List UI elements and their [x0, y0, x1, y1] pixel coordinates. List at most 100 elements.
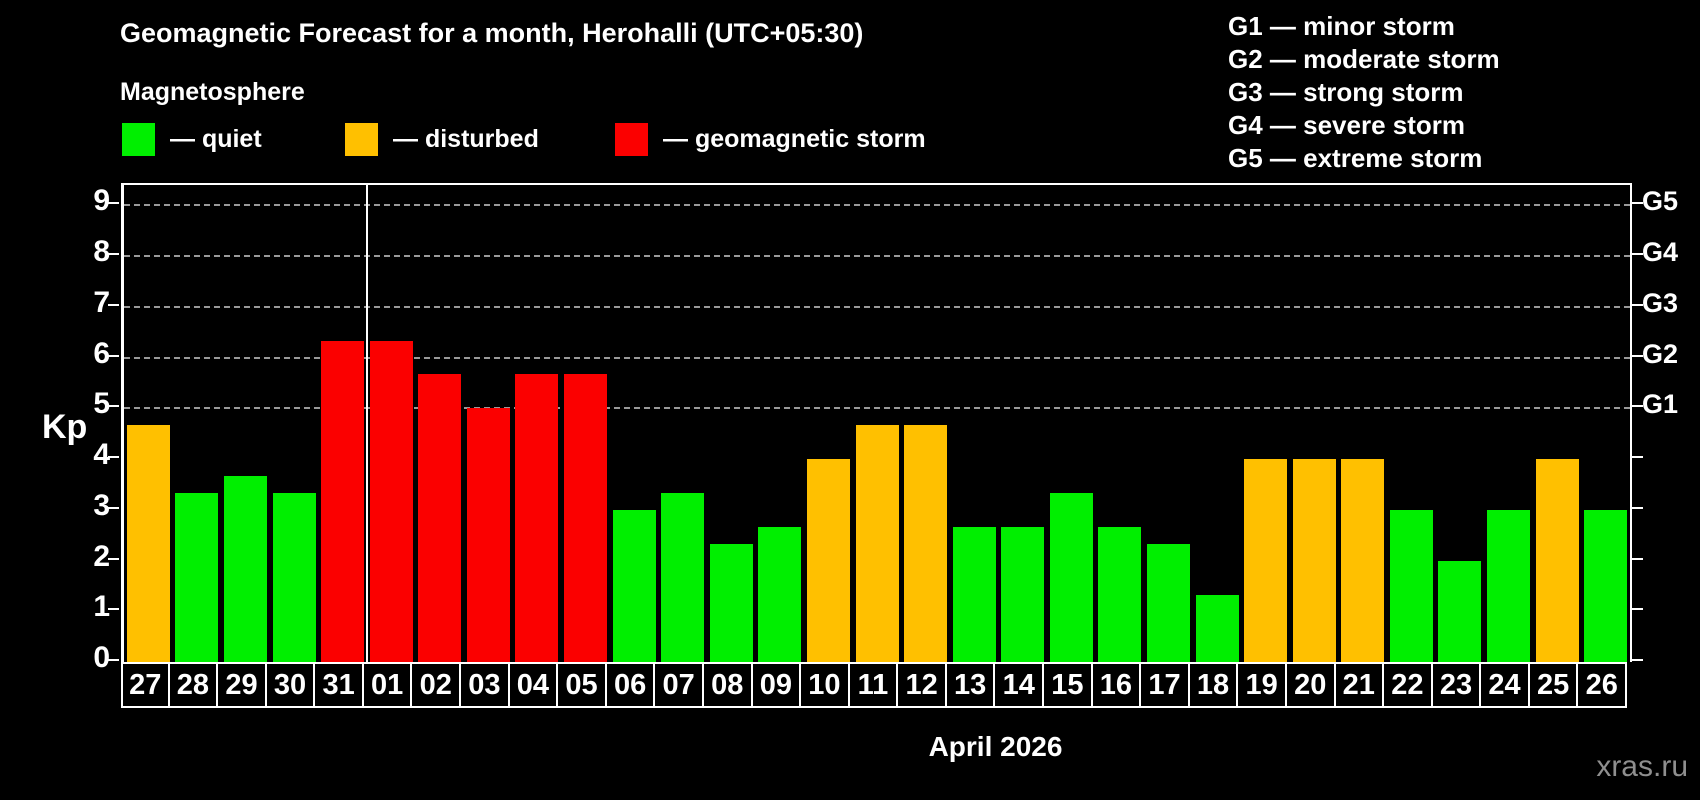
kp-bar-day-16 [1098, 526, 1142, 662]
kp-bar-day-30 [272, 493, 316, 662]
left-tick-kp2 [108, 557, 119, 560]
day-label-16: 16 [1090, 662, 1142, 708]
day-label-03: 03 [459, 662, 510, 708]
kp-bar-day-14 [1001, 526, 1045, 662]
right-axis-label-g2: G2 [1642, 338, 1679, 369]
day-label-24: 24 [1479, 662, 1530, 708]
kp-bar-day-08 [709, 543, 753, 662]
right-tick-kp4 [1632, 456, 1643, 459]
kp-bar-day-01 [369, 340, 413, 662]
quiet-legend-label: — quiet [170, 125, 262, 153]
left-tick-kp9 [108, 202, 119, 205]
y-tick-label-6: 6 [93, 336, 110, 370]
y-tick-label-5: 5 [93, 387, 110, 421]
day-label-14: 14 [993, 662, 1045, 708]
kp-bar-day-15 [1049, 493, 1093, 662]
y-axis-title: Kp [42, 408, 88, 446]
day-label-28: 28 [167, 662, 219, 708]
day-label-21: 21 [1333, 662, 1385, 708]
kp-bar-day-28 [175, 493, 219, 662]
right-tick-kp2 [1632, 557, 1643, 560]
day-label-31: 31 [313, 662, 364, 708]
day-label-05: 05 [556, 662, 607, 708]
kp-bar-day-20 [1292, 459, 1336, 662]
gridline-kp8 [124, 255, 1630, 258]
day-label-08: 08 [701, 662, 753, 708]
day-label-25: 25 [1527, 662, 1579, 708]
g-scale-legend: G1 — minor storm G2 — moderate storm G3 — … [1228, 10, 1500, 175]
g-legend-line-4: G4 — severe storm [1228, 110, 1466, 140]
kp-bar-day-26 [1584, 509, 1628, 662]
day-label-17: 17 [1139, 662, 1190, 708]
day-label-02: 02 [410, 662, 462, 708]
kp-bar-day-13 [952, 526, 996, 662]
kp-bar-day-09 [758, 526, 802, 662]
left-tick-kp4 [108, 456, 119, 459]
day-label-12: 12 [896, 662, 947, 708]
gridline-kp5 [124, 407, 1630, 410]
kp-bar-day-12 [904, 425, 948, 662]
g-legend-line-1: G1 — minor storm [1228, 11, 1455, 41]
day-label-30: 30 [264, 662, 316, 708]
kp-bar-day-11 [855, 425, 899, 662]
day-label-06: 06 [604, 662, 656, 708]
y-tick-label-0: 0 [93, 641, 110, 674]
kp-bar-day-02 [418, 374, 462, 662]
day-label-13: 13 [944, 662, 996, 708]
kp-bar-day-27 [126, 425, 170, 662]
y-tick-label-3: 3 [93, 488, 110, 522]
day-label-29: 29 [216, 662, 267, 708]
day-label-01: 01 [361, 662, 413, 708]
left-tick-kp3 [108, 506, 119, 509]
chart-subtitle: Magnetosphere [120, 78, 305, 106]
left-tick-kp1 [108, 608, 119, 611]
gridline-kp6 [124, 356, 1630, 359]
right-tick-kp8 [1632, 253, 1643, 256]
day-label-26: 26 [1576, 662, 1627, 708]
gridline-kp7 [124, 305, 1630, 308]
right-tick-kp3 [1632, 506, 1643, 509]
right-tick-kp5 [1632, 405, 1643, 408]
kp-bar-day-06 [612, 509, 656, 662]
y-tick-label-4: 4 [93, 438, 110, 472]
day-label-11: 11 [847, 662, 899, 708]
right-axis-label-g4: G4 [1642, 237, 1679, 268]
day-label-27: 27 [121, 662, 170, 708]
kp-bar-day-29 [223, 475, 267, 662]
day-label-15: 15 [1042, 662, 1093, 708]
storm-legend-label: — geomagnetic storm [663, 125, 926, 153]
y-tick-label-7: 7 [93, 285, 110, 319]
left-tick-kp5 [108, 405, 119, 408]
kp-bar-day-21 [1341, 459, 1385, 662]
kp-bar-day-03 [466, 408, 510, 662]
y-tick-label-8: 8 [93, 235, 110, 269]
right-axis-label-g1: G1 [1642, 389, 1679, 420]
kp-bar-day-31 [321, 340, 365, 662]
right-axis-label-g5: G5 [1642, 186, 1679, 217]
kp-bar-day-04 [515, 374, 559, 662]
left-tick-kp0 [108, 659, 119, 661]
storm-color-swatch [615, 123, 648, 156]
day-label-07: 07 [653, 662, 704, 708]
g-legend-line-2: G2 — moderate storm [1228, 44, 1500, 74]
month-label: April 2026 [928, 731, 1063, 762]
gridline-kp9 [124, 204, 1630, 207]
right-tick-kp6 [1632, 354, 1643, 357]
left-tick-kp6 [108, 354, 119, 357]
right-tick-kp9 [1632, 202, 1643, 205]
kp-bar-day-22 [1389, 509, 1433, 662]
watermark: xras.ru [1596, 750, 1688, 783]
kp-bar-day-25 [1535, 459, 1579, 662]
day-label-10: 10 [799, 662, 850, 708]
y-tick-label-2: 2 [93, 539, 110, 573]
y-tick-label-9: 9 [93, 184, 110, 218]
chart-title: Geomagnetic Forecast for a month, Heroha… [120, 18, 864, 48]
disturbed-color-swatch [345, 123, 378, 156]
day-label-19: 19 [1236, 662, 1287, 708]
day-label-09: 09 [750, 662, 802, 708]
kp-bar-day-23 [1438, 560, 1482, 662]
left-tick-kp8 [108, 253, 119, 256]
day-label-20: 20 [1284, 662, 1336, 708]
right-axis-label-g3: G3 [1642, 287, 1679, 318]
day-label-23: 23 [1430, 662, 1482, 708]
